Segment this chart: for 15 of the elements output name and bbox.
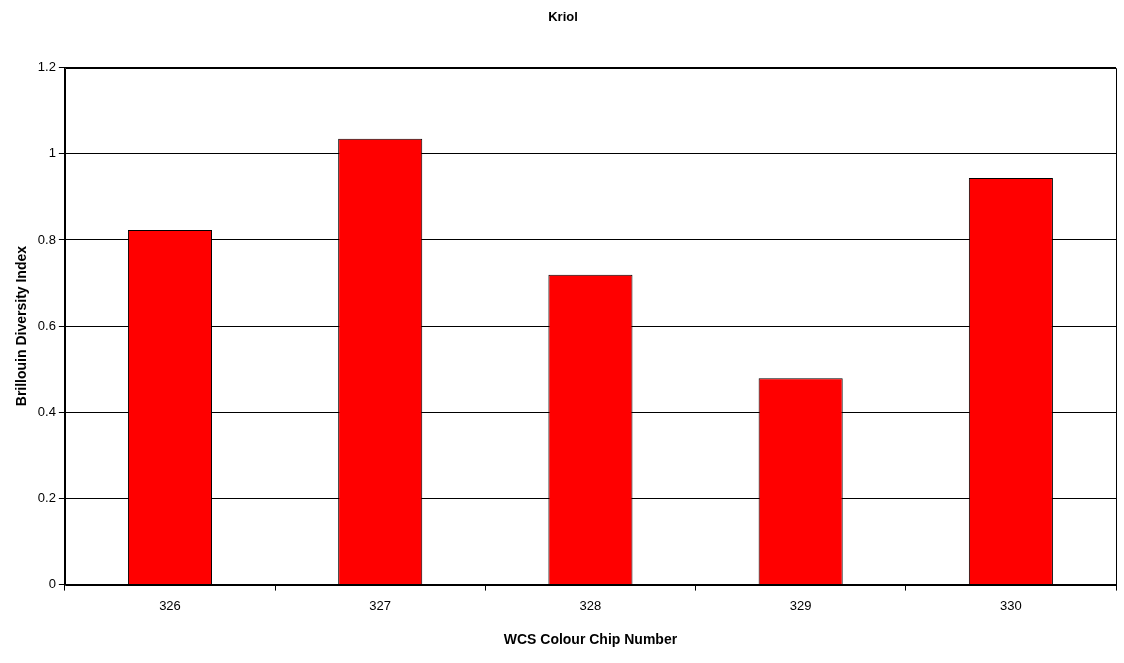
- y-tick-label: 0.2: [37, 490, 56, 506]
- y-axis-title: Brillouin Diversity Index: [13, 245, 30, 407]
- x-tick-label: 327: [369, 597, 392, 613]
- y-tick-label: 0: [48, 576, 56, 592]
- x-tick-label: 326: [159, 597, 181, 613]
- chart-title: Kriol: [548, 9, 578, 25]
- x-tick-label: 328: [579, 597, 602, 613]
- x-tick-label: 330: [1000, 597, 1022, 613]
- y-tick-label: 1: [48, 145, 56, 161]
- y-tick-label: 0.4: [37, 403, 56, 419]
- y-tick-label: 0.8: [37, 231, 56, 247]
- y-tick-label: 0.6: [37, 317, 56, 333]
- x-axis-title: WCS Colour Chip Number: [503, 631, 678, 648]
- y-tick-label: 1.2: [37, 59, 56, 75]
- x-tick-label: 329: [789, 597, 812, 613]
